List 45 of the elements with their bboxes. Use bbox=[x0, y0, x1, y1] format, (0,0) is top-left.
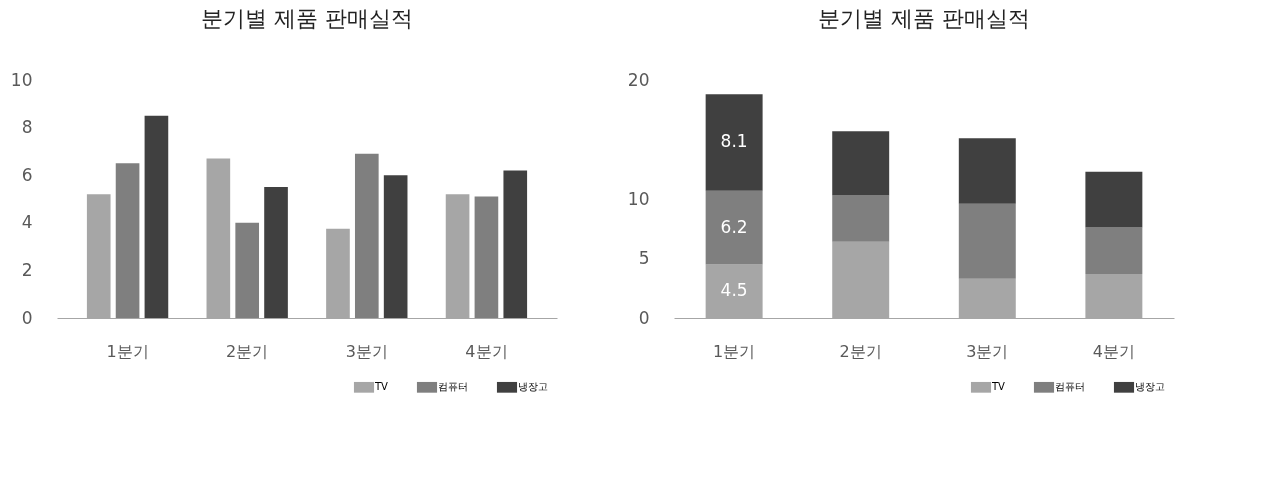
bar bbox=[832, 131, 890, 196]
bar bbox=[958, 203, 1016, 279]
x-tick-label: 1분기 bbox=[713, 341, 756, 361]
y-tick-label: 6 bbox=[21, 164, 33, 185]
bar bbox=[832, 195, 890, 242]
legend-label: TV bbox=[374, 381, 389, 393]
data-label: 8.1 bbox=[720, 131, 748, 152]
bar bbox=[264, 187, 288, 318]
bar bbox=[235, 222, 260, 318]
x-tick-label: 4분기 bbox=[465, 341, 508, 361]
bar bbox=[144, 115, 169, 318]
bar bbox=[1085, 227, 1143, 274]
chart-title: 분기별 제품 판매실적 bbox=[201, 6, 413, 31]
x-tick-label: 2분기 bbox=[839, 341, 882, 361]
bar bbox=[354, 153, 379, 318]
y-tick-label: 5 bbox=[638, 248, 650, 268]
y-tick-label: 2 bbox=[21, 259, 33, 280]
legend-label: 컴퓨터 bbox=[438, 381, 468, 393]
bar bbox=[474, 196, 499, 318]
y-tick-label: 0 bbox=[21, 307, 33, 328]
x-tick-label: 3분기 bbox=[345, 341, 388, 361]
bar bbox=[503, 170, 528, 318]
legend-label: 냉장고 bbox=[518, 381, 548, 393]
bar bbox=[115, 163, 140, 318]
y-tick-label: 4 bbox=[21, 212, 33, 233]
bar bbox=[705, 94, 763, 191]
data-label: 4.5 bbox=[720, 280, 748, 301]
bar bbox=[958, 138, 1016, 204]
legend-label: 냉장고 bbox=[1135, 381, 1165, 393]
y-tick-label: 8 bbox=[21, 117, 33, 138]
bar bbox=[1085, 171, 1143, 228]
x-tick-label: 4분기 bbox=[1092, 341, 1135, 361]
x-tick-label: 3분기 bbox=[966, 341, 1009, 361]
x-tick-label: 1분기 bbox=[106, 341, 149, 361]
chart-title: 분기별 제품 판매실적 bbox=[818, 6, 1030, 31]
bar bbox=[383, 175, 408, 318]
legend-label: 컴퓨터 bbox=[1055, 381, 1085, 393]
y-tick-label: 20 bbox=[627, 69, 650, 90]
bar bbox=[705, 190, 763, 265]
y-tick-label: 10 bbox=[627, 188, 650, 209]
y-tick-label: 0 bbox=[638, 307, 650, 328]
y-tick-label: 10 bbox=[10, 69, 33, 90]
data-label: 6.2 bbox=[720, 216, 748, 237]
x-tick-label: 2분기 bbox=[226, 341, 269, 361]
legend-label: TV bbox=[991, 381, 1006, 393]
